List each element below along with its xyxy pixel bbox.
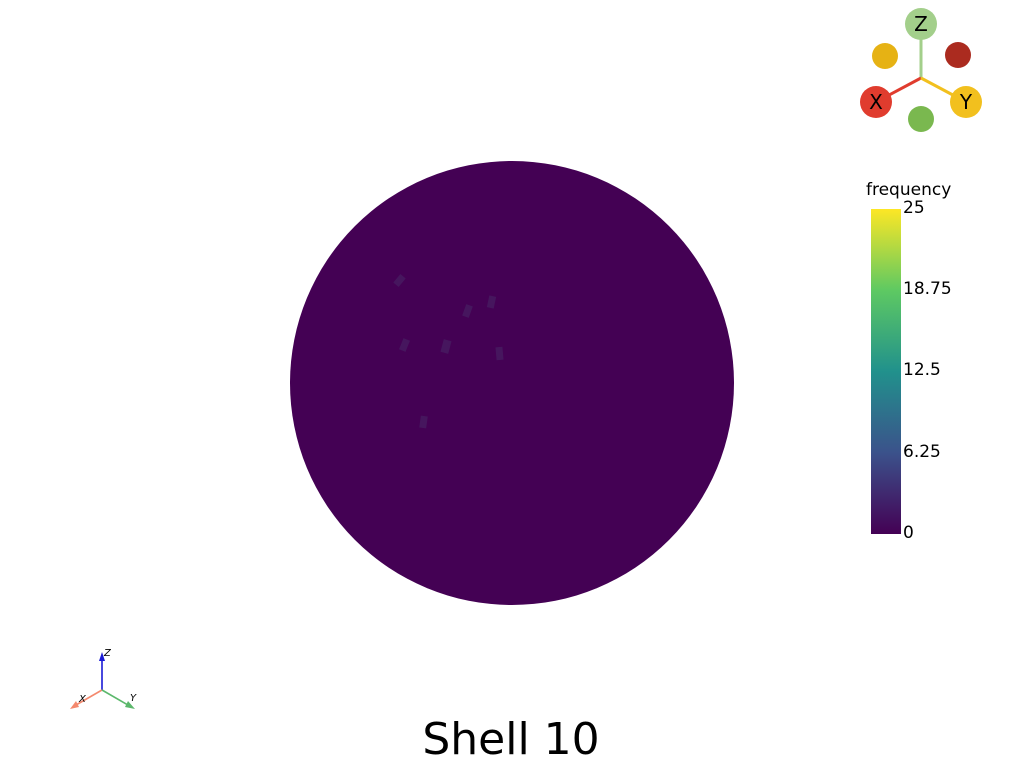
- triad-x-label: X: [78, 694, 87, 705]
- colorbar-tick-max: 25: [903, 198, 925, 218]
- plot-title: Shell 10: [422, 714, 599, 765]
- frequency-patch: [462, 304, 473, 318]
- neg-x-axis-bubble[interactable]: [908, 106, 934, 132]
- colorbar-tick-min: 0: [903, 523, 914, 543]
- y-axis-bubble[interactable]: [950, 86, 982, 118]
- triad-y-label: Y: [130, 693, 137, 704]
- sphere-disc: [290, 161, 734, 605]
- orientation-widget[interactable]: Z X Y: [860, 8, 982, 132]
- z-axis-bubble[interactable]: [905, 8, 937, 40]
- triad-y-line: [101, 689, 129, 706]
- neg-y-axis-bubble[interactable]: [872, 43, 898, 69]
- colorbar: frequency 25 18.75 12.5 6.25 0: [866, 180, 952, 543]
- triad-x-line: [75, 689, 103, 706]
- frequency-patch: [486, 295, 497, 309]
- triad-z-label: Z: [103, 648, 112, 659]
- frequency-patch: [419, 415, 428, 429]
- frequency-patches: [393, 274, 504, 429]
- triad-z-arrowhead: [99, 652, 105, 661]
- sphere[interactable]: [290, 161, 734, 605]
- colorbar-tick-6-25: 6.25: [903, 442, 941, 462]
- y-axis-label: Y: [959, 90, 973, 114]
- triad-x-arrowhead: [70, 701, 79, 709]
- colorbar-tick-12-5: 12.5: [903, 360, 941, 380]
- neg-z-axis-bubble[interactable]: [945, 42, 971, 68]
- colorbar-gradient: [871, 209, 901, 534]
- frequency-patch: [495, 346, 504, 361]
- x-axis-bubble[interactable]: [860, 86, 892, 118]
- frequency-patch: [399, 338, 410, 352]
- triad-y-arrowhead: [125, 701, 135, 709]
- frequency-patch: [440, 339, 452, 354]
- frequency-patch: [393, 274, 406, 287]
- x-axis-label: X: [869, 90, 883, 114]
- axes-triad: Z X Y: [70, 648, 137, 709]
- colorbar-tick-18-75: 18.75: [903, 279, 952, 299]
- colorbar-label: frequency: [866, 180, 951, 200]
- z-axis-label: Z: [914, 12, 928, 36]
